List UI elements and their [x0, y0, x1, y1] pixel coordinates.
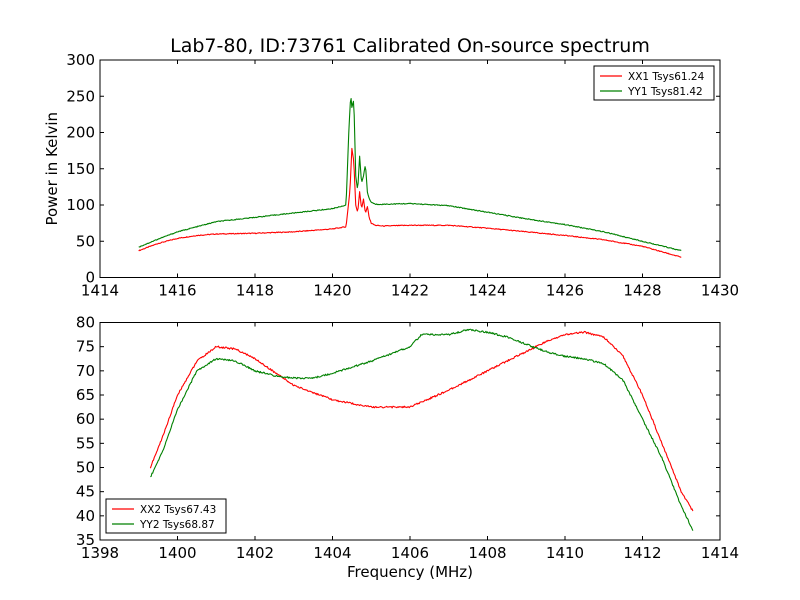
chart-title: Lab7-80, ID:73761 Calibrated On-source s… — [170, 35, 650, 57]
y-tick-label: 55 — [76, 434, 95, 452]
y-tick-label: 70 — [76, 362, 95, 380]
top-plot-ticks: 1414 1416 1418 1420 1422 1424 1426 1428 1430 0 50 1… — [66, 51, 739, 300]
legend-box — [593, 65, 715, 101]
y-tick-label: 150 — [66, 160, 95, 178]
top-plot-series — [138, 98, 682, 258]
x-tick-label: 1406 — [391, 544, 429, 562]
series-line-xx2 — [149, 330, 694, 512]
y-tick-label: 0 — [85, 269, 95, 287]
x-tick-label: 1430 — [701, 282, 739, 300]
x-tick-label: 1426 — [546, 282, 584, 300]
x-axis-label: Frequency (MHz) — [347, 563, 473, 581]
x-tick-label: 1418 — [236, 282, 274, 300]
y-tick-label: 65 — [76, 386, 95, 404]
x-tick-label: 1398 — [81, 544, 119, 562]
legend-box — [105, 498, 227, 534]
y-tick-label: 45 — [76, 483, 95, 501]
y-tick-label: 300 — [66, 51, 95, 69]
series-line-yy2 — [150, 328, 694, 531]
top-y-axis-label: Power in Kelvin — [43, 112, 61, 226]
bottom-plot-ticks: 1398 1400 1402 1404 1406 1408 1410 1412 1414 35 40… — [76, 314, 739, 563]
bottom-legend: XX2 Tsys67.43 YY2 Tsys68.87 — [105, 498, 227, 534]
legend-label: XX2 Tsys67.43 — [140, 504, 216, 516]
y-tick-label: 75 — [76, 338, 95, 356]
y-tick-label: 60 — [76, 410, 95, 428]
legend-label: XX1 Tsys61.24 — [628, 71, 705, 83]
bottom-plot-series — [149, 328, 694, 531]
x-tick-label: 1422 — [391, 282, 429, 300]
x-tick-label: 1404 — [313, 544, 351, 562]
x-tick-label: 1410 — [546, 544, 584, 562]
y-tick-label: 50 — [76, 459, 95, 477]
x-tick-label: 1408 — [468, 544, 506, 562]
x-tick-label: 1428 — [623, 282, 661, 300]
y-tick-label: 35 — [76, 531, 95, 549]
series-line-xx1 — [138, 147, 682, 258]
x-tick-label: 1416 — [158, 282, 196, 300]
legend-label: YY1 Tsys81.42 — [627, 86, 703, 98]
x-tick-label: 1412 — [623, 544, 661, 562]
x-tick-label: 1424 — [468, 282, 506, 300]
x-tick-label: 1414 — [81, 282, 119, 300]
bottom-plot: 1398 1400 1402 1404 1406 1408 1410 1412 1414 35 40… — [76, 314, 739, 582]
legend-label: YY2 Tsys68.87 — [139, 519, 215, 531]
y-tick-label: 250 — [66, 87, 95, 105]
x-tick-label: 1400 — [158, 544, 196, 562]
y-tick-label: 50 — [76, 232, 95, 250]
x-tick-label: 1414 — [701, 544, 739, 562]
y-tick-label: 40 — [76, 507, 95, 525]
y-tick-label: 100 — [66, 196, 95, 214]
x-tick-label: 1420 — [313, 282, 351, 300]
top-legend: XX1 Tsys61.24 YY1 Tsys81.42 — [593, 65, 715, 101]
y-tick-label: 200 — [66, 124, 95, 142]
series-line-yy1 — [138, 98, 682, 251]
y-tick-label: 80 — [76, 314, 95, 332]
top-plot: 1414 1416 1418 1420 1422 1424 1426 1428 1430 0 50 1… — [43, 51, 739, 300]
x-tick-label: 1402 — [236, 544, 274, 562]
